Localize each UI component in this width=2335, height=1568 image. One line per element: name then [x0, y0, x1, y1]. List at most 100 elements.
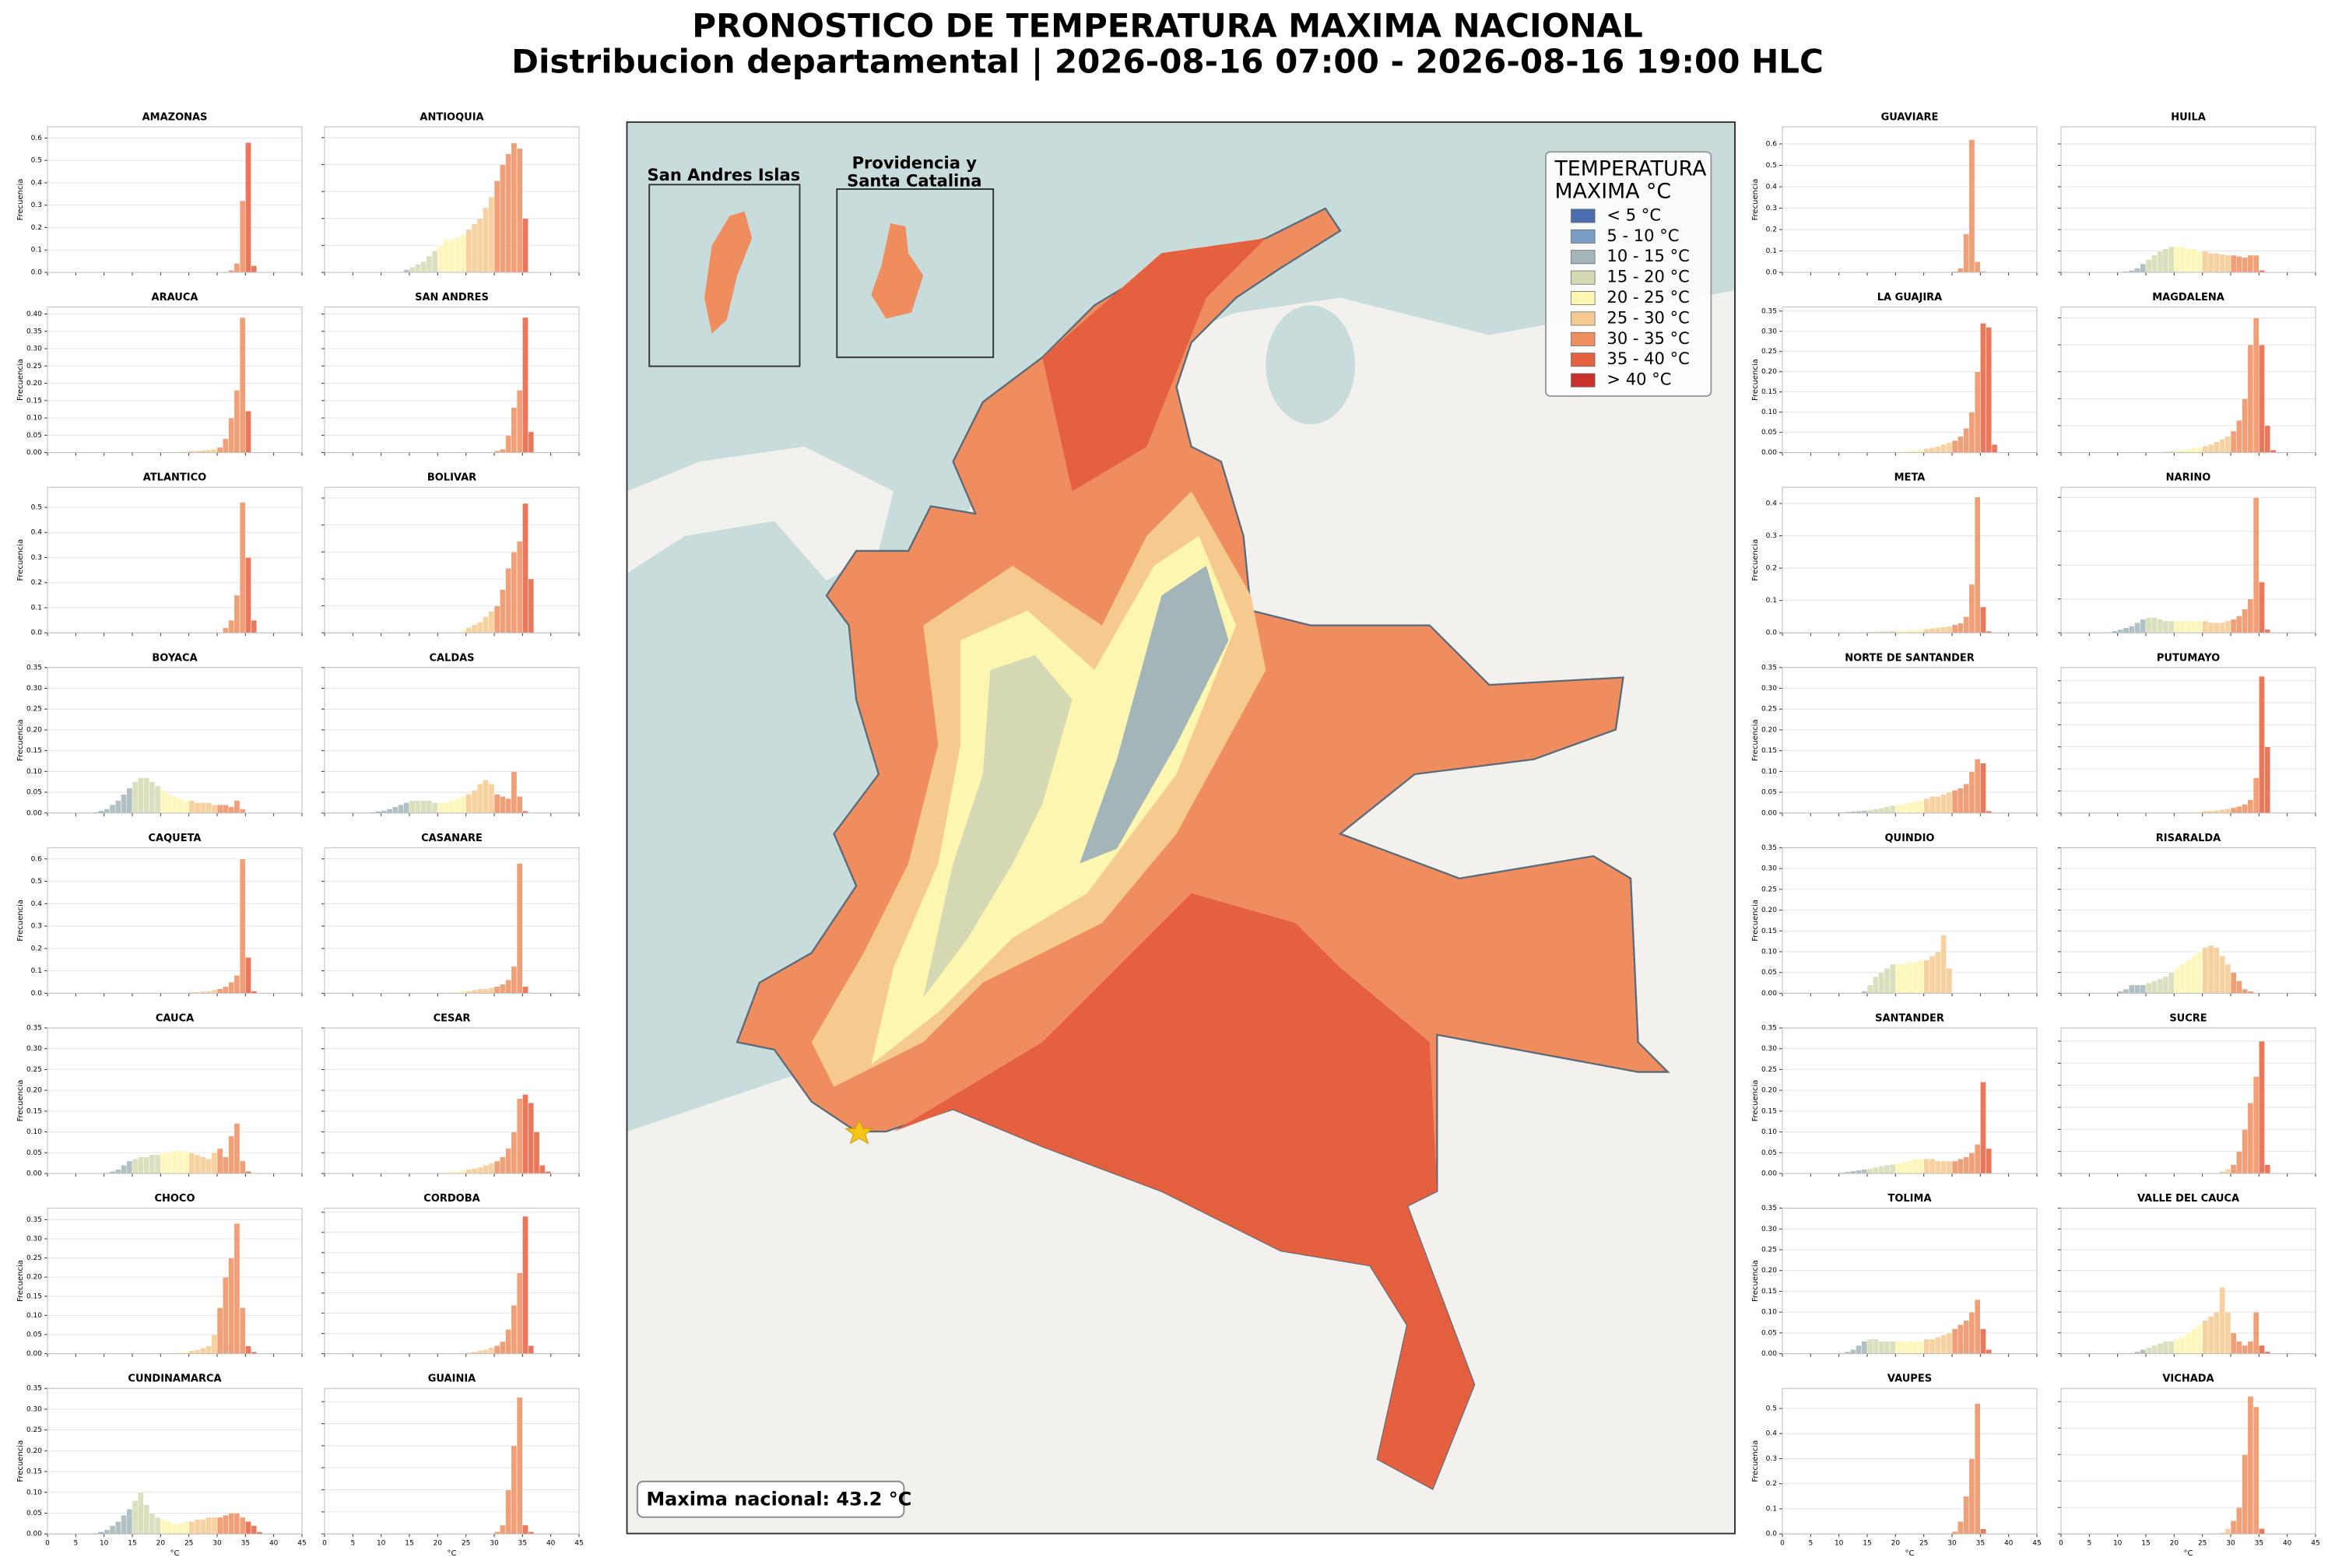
- chart-title: MAGDALENA: [2152, 292, 2224, 303]
- bar: [171, 1150, 178, 1174]
- bar: [2174, 246, 2180, 273]
- axes-frame: [47, 486, 303, 633]
- bar: [1856, 1345, 1862, 1354]
- bar: [460, 234, 466, 273]
- chart-title: CALDAS: [429, 652, 474, 664]
- bar: [1968, 1152, 1975, 1174]
- y-tick-label: 0.40: [26, 310, 42, 318]
- bar: [1918, 800, 1924, 814]
- bar: [398, 804, 404, 814]
- y-tick-label: 0.6: [31, 855, 43, 863]
- x-tick-label: 40: [2004, 1540, 2014, 1548]
- bar: [1906, 1341, 1913, 1354]
- y-tick-label: 0.1: [31, 967, 42, 975]
- y-tick-label: 0.15: [26, 1468, 42, 1476]
- bar: [2157, 619, 2164, 633]
- chart-title: CHOCO: [154, 1193, 195, 1205]
- bar: [2247, 598, 2254, 633]
- bar: [1963, 233, 1970, 273]
- bar: [1980, 606, 1986, 633]
- legend-label: 25 - 30 °C: [1606, 307, 1689, 327]
- bar: [2259, 1345, 2265, 1354]
- bar: [234, 390, 241, 453]
- bar: [160, 1519, 167, 1535]
- map-frame: [626, 121, 1736, 1535]
- hot-region: [893, 893, 1475, 1489]
- bar: [1923, 448, 1930, 453]
- bar: [177, 1150, 184, 1174]
- bar: [2236, 1507, 2242, 1535]
- bar: [2224, 620, 2231, 633]
- bar: [2174, 620, 2180, 633]
- bar: [2236, 980, 2242, 994]
- bar: [1861, 1341, 1868, 1354]
- axes-frame: [324, 1027, 580, 1174]
- bar: [1895, 804, 1901, 814]
- axes-frame: [47, 1208, 303, 1355]
- bar: [1940, 1160, 1947, 1174]
- y-tick-label: 0.00: [26, 1170, 42, 1178]
- bar: [194, 1154, 201, 1174]
- axes-frame: [2060, 1208, 2316, 1355]
- bar: [160, 1152, 167, 1174]
- bar: [2179, 246, 2186, 273]
- y-axis-label: Frecuencia: [1751, 179, 1760, 221]
- bar: [415, 800, 421, 814]
- bar: [2162, 976, 2169, 994]
- bar: [239, 858, 246, 994]
- y-tick-label: 0.6: [1766, 141, 1778, 149]
- bar: [403, 269, 410, 273]
- y-tick-label: 0.25: [26, 1426, 42, 1434]
- bar: [483, 1349, 489, 1354]
- bar: [483, 207, 489, 273]
- y-tick-label: 0.30: [26, 685, 42, 693]
- bar: [228, 1135, 235, 1174]
- bar: [1866, 1338, 1873, 1354]
- chart-title: VICHADA: [2162, 1373, 2214, 1385]
- axes-frame: [2060, 1387, 2316, 1535]
- x-tick-label: 35: [2255, 1540, 2263, 1548]
- y-tick-label: 0.2: [1766, 565, 1777, 573]
- y-axis-label: Frecuencia: [1751, 1080, 1760, 1122]
- bar: [505, 435, 512, 453]
- x-tick-label: 10: [2113, 1540, 2123, 1548]
- bar: [114, 1169, 121, 1174]
- y-tick-label: 0.0: [31, 990, 43, 998]
- y-tick-label: 0.10: [26, 1128, 42, 1136]
- bar: [171, 796, 178, 814]
- y-tick-label: 0.5: [31, 503, 42, 511]
- bar: [2213, 947, 2220, 994]
- bar: [1861, 1169, 1868, 1174]
- y-tick-label: 0.35: [26, 1385, 42, 1393]
- bar: [2224, 963, 2231, 994]
- bar: [104, 1529, 111, 1535]
- y-tick-label: 0.4: [1766, 184, 1778, 191]
- y-tick-label: 0.15: [26, 747, 42, 755]
- bar: [1958, 788, 1964, 814]
- y-tick-label: 0.00: [26, 1350, 42, 1358]
- bar: [2242, 609, 2249, 633]
- bar: [1849, 1349, 1856, 1354]
- bar: [437, 802, 444, 814]
- bar: [409, 266, 416, 273]
- bar: [245, 410, 251, 453]
- bar: [138, 1156, 144, 1174]
- bar: [522, 218, 528, 273]
- bar: [1918, 1159, 1924, 1174]
- chart-title: HUILA: [2171, 112, 2206, 124]
- y-tick-label: 0.00: [26, 809, 42, 817]
- bar: [1946, 791, 1953, 814]
- bar: [533, 1131, 540, 1174]
- y-tick-label: 0.6: [31, 135, 43, 142]
- bar: [2185, 959, 2192, 994]
- bar: [1958, 1521, 1964, 1535]
- axes-frame: [1782, 307, 2038, 454]
- bar: [1929, 1338, 1936, 1354]
- bar: [1958, 268, 1964, 273]
- bar: [1963, 1496, 1970, 1535]
- bar: [188, 1350, 195, 1354]
- bar: [1923, 798, 1930, 814]
- bar: [223, 627, 229, 633]
- bar: [2179, 1336, 2186, 1354]
- legend-label: 15 - 20 °C: [1606, 267, 1689, 286]
